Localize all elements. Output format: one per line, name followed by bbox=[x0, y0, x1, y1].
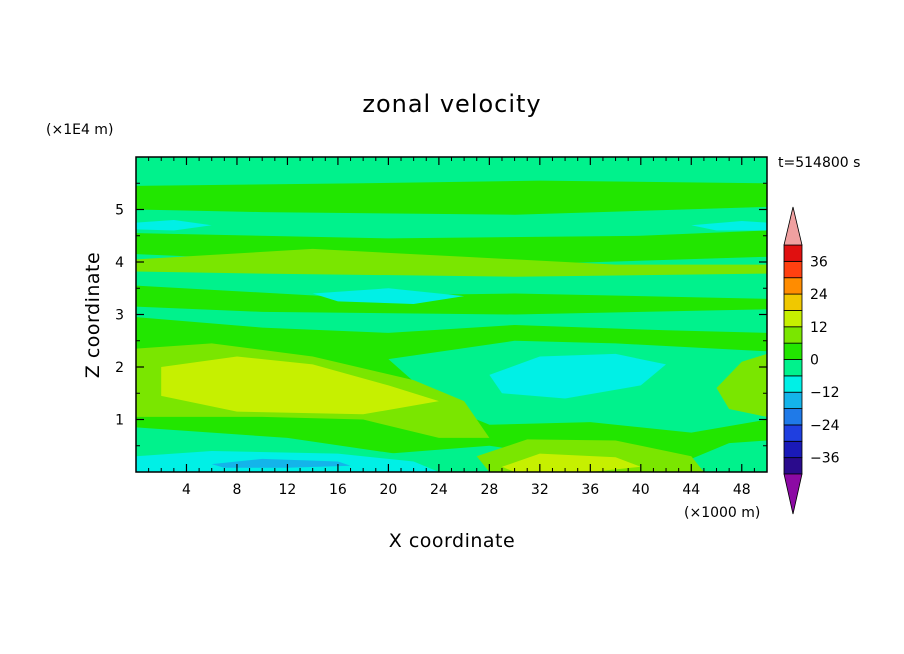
contour-region-17 bbox=[691, 221, 767, 231]
colorbar-swatch bbox=[783, 457, 803, 475]
x-tick-label: 8 bbox=[232, 482, 241, 498]
x-tick-label: 48 bbox=[733, 482, 751, 498]
y-axis-label: Z coordinate bbox=[82, 252, 104, 378]
x-tick-label: 20 bbox=[379, 482, 397, 498]
colorbar-swatch bbox=[783, 293, 803, 311]
contour-region-9 bbox=[716, 353, 767, 417]
x-axis-ticks: 4 8 12 16 20 24 28 32 36 40 44 48 bbox=[148, 157, 755, 498]
x-tick-label: 28 bbox=[480, 482, 498, 498]
colorbar-swatch bbox=[783, 408, 803, 426]
colorbar-label: −36 bbox=[810, 451, 840, 467]
colorbar-swatch bbox=[783, 375, 803, 393]
y-tick-label: 2 bbox=[115, 360, 124, 376]
x-axis-label: X coordinate bbox=[389, 530, 515, 552]
colorbar-swatch bbox=[783, 342, 803, 360]
x-tick-label: 12 bbox=[279, 482, 297, 498]
colorbar-label: −24 bbox=[810, 418, 840, 434]
x-tick-label: 36 bbox=[581, 482, 599, 498]
x-tick-label: 40 bbox=[632, 482, 650, 498]
colorbar-extend-max bbox=[783, 206, 803, 246]
y-tick-label: 1 bbox=[115, 413, 124, 429]
contour-region-16 bbox=[136, 220, 212, 231]
contour-region-2 bbox=[136, 248, 767, 277]
contour-region-15 bbox=[312, 288, 465, 304]
y-tick-label: 4 bbox=[115, 255, 124, 271]
y-axis-ticks: 1 2 3 4 5 bbox=[115, 182, 767, 447]
colorbar-swatch bbox=[783, 244, 803, 262]
colorbar-swatch bbox=[783, 391, 803, 409]
x-tick-label: 32 bbox=[531, 482, 549, 498]
colorbar-swatch bbox=[783, 277, 803, 295]
colorbar-label: 36 bbox=[810, 254, 828, 270]
x-tick-label: 24 bbox=[430, 482, 448, 498]
x-tick-label: 44 bbox=[682, 482, 700, 498]
plot-area bbox=[136, 157, 767, 472]
colorbar-swatch bbox=[783, 359, 803, 377]
colorbar: 36 24 12 0 −12 −24 −36 bbox=[783, 206, 840, 515]
x-unit-label: (×1000 m) bbox=[684, 505, 760, 521]
colorbar-swatch bbox=[783, 440, 803, 459]
colorbar-label: 12 bbox=[810, 320, 828, 336]
contour-region-12 bbox=[502, 453, 641, 472]
y-unit-label: (×1E4 m) bbox=[46, 122, 113, 138]
colorbar-swatch bbox=[783, 260, 803, 279]
y-tick-label: 3 bbox=[115, 308, 124, 324]
y-tick-label: 5 bbox=[115, 203, 124, 219]
contour-region-6 bbox=[489, 353, 666, 399]
colorbar-label: 24 bbox=[810, 287, 828, 303]
colorbar-label: 0 bbox=[810, 353, 819, 369]
colorbar-swatch bbox=[783, 310, 803, 328]
x-tick-label: 16 bbox=[329, 482, 347, 498]
colorbar-swatch bbox=[783, 424, 803, 442]
colorbar-swatch bbox=[783, 326, 803, 344]
time-label: t=514800 s bbox=[778, 155, 860, 171]
contour-region-3 bbox=[136, 285, 767, 315]
x-tick-label: 4 bbox=[182, 482, 191, 498]
contour-region-0 bbox=[136, 180, 767, 215]
colorbar-extend-min bbox=[783, 473, 803, 515]
contour-region-8 bbox=[161, 356, 439, 415]
colorbar-label: −12 bbox=[810, 385, 840, 401]
contour-region-14 bbox=[211, 458, 351, 468]
chart-title: zonal velocity bbox=[362, 90, 541, 118]
